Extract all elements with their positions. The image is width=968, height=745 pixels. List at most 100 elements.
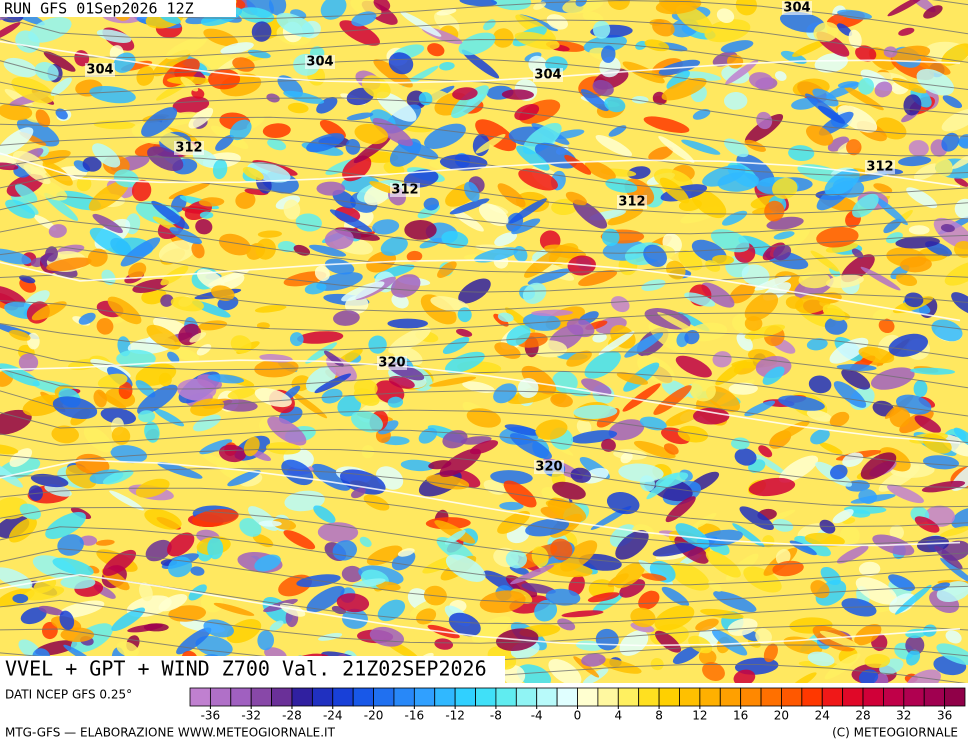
field-blob [101, 269, 116, 285]
contour-labels: 304 304 304 304 312 312 312 312 320 320 [85, 1, 895, 475]
field-blob [951, 150, 968, 169]
field-blob [207, 537, 224, 560]
field-blob [658, 135, 695, 163]
field-blob [923, 5, 943, 19]
field-blob [191, 242, 205, 259]
streamline [0, 58, 968, 115]
streamline [0, 38, 968, 90]
field-blob [342, 155, 372, 182]
field-blob [914, 415, 942, 433]
field-blob [806, 125, 834, 146]
field-blob [895, 236, 940, 249]
field-blob [906, 669, 941, 683]
gpt-contour [0, 459, 961, 547]
field-blob [713, 590, 757, 613]
run-label: RUN GFS 01Sep2026 12Z [4, 0, 194, 18]
field-blob [748, 477, 796, 497]
field-blob [50, 77, 72, 96]
field-blob [820, 566, 841, 586]
contour-label: 304 [783, 1, 810, 16]
field-blob [262, 123, 291, 138]
streamline [0, 526, 968, 586]
field-blob [235, 191, 256, 209]
colorbar-tick-label: 0 [574, 709, 582, 723]
streamline [0, 116, 968, 176]
field-blob [622, 383, 661, 412]
colorbar-swatch [577, 687, 599, 707]
field-blob [514, 104, 540, 121]
field-blob [833, 381, 867, 408]
field-blob [97, 373, 128, 389]
field-blob [158, 372, 172, 387]
field-blob [494, 232, 518, 246]
field-blob [351, 578, 386, 588]
field-blob [837, 9, 873, 20]
field-blob [675, 523, 710, 548]
field-blob [387, 396, 404, 408]
field-blob [566, 350, 592, 367]
field-blob [351, 487, 366, 499]
field-blob [254, 387, 292, 408]
field-blob [0, 103, 33, 121]
field-blob [211, 285, 235, 301]
field-blob [227, 470, 261, 487]
field-blob [564, 154, 592, 175]
field-blob [213, 602, 255, 616]
field-blob [283, 90, 325, 104]
field-blob [145, 539, 172, 562]
field-blob [131, 179, 152, 202]
field-blob [483, 479, 506, 495]
streamline [0, 487, 968, 547]
colorbar-swatch [617, 687, 640, 707]
field-blob [43, 51, 76, 72]
field-blob [702, 164, 746, 187]
field-blob [598, 658, 642, 674]
field-blob [521, 365, 557, 395]
field-blob [762, 535, 775, 548]
field-blob [813, 22, 839, 43]
field-blob [788, 672, 817, 683]
field-blob [462, 381, 495, 394]
field-blob [595, 134, 633, 157]
field-blob [762, 366, 785, 385]
field-blob [503, 480, 537, 508]
field-blob [744, 400, 776, 417]
field-blob [12, 593, 29, 604]
field-blob [727, 618, 758, 636]
field-blob [922, 455, 960, 470]
field-blob [198, 197, 225, 207]
field-blob [314, 265, 330, 282]
field-blob [859, 669, 879, 683]
field-blob [42, 161, 73, 186]
field-blob [887, 484, 924, 504]
field-blob [819, 630, 862, 650]
field-blob [773, 231, 795, 240]
field-blob [849, 509, 871, 518]
field-blob [913, 163, 940, 181]
field-blob [860, 266, 901, 291]
field-blob [638, 590, 660, 610]
colorbar-tick-label: -8 [490, 709, 502, 723]
colorbar-swatch [638, 687, 660, 707]
streamline [0, 345, 968, 389]
field-blob [855, 45, 877, 62]
field-blob [775, 548, 791, 566]
field-blob [618, 463, 664, 482]
gpt-contour [0, 259, 961, 322]
field-blob [904, 292, 924, 308]
field-blob [79, 535, 98, 546]
field-blob [940, 557, 968, 585]
field-blob [702, 662, 725, 681]
field-blob [490, 470, 533, 485]
field-blob [522, 282, 547, 304]
field-blob [254, 304, 287, 313]
field-blob [475, 119, 517, 152]
field-blob [908, 225, 930, 235]
field-blob [837, 105, 878, 133]
field-blob [439, 154, 488, 171]
field-blob [92, 143, 121, 168]
field-blob [397, 548, 415, 557]
field-blob [741, 264, 770, 286]
field-blob [203, 619, 234, 638]
